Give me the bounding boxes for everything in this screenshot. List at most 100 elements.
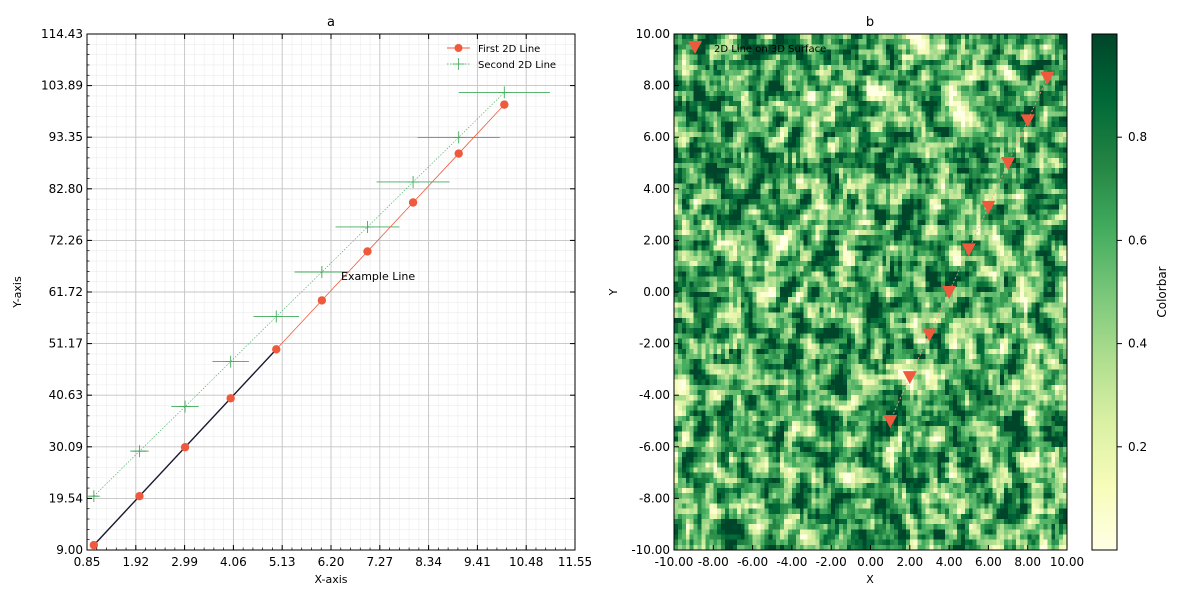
x-tick-label: -6.00 xyxy=(737,555,768,569)
y-tick-label: 6.00 xyxy=(643,130,670,144)
x-tick-label: 2.99 xyxy=(171,555,198,569)
y-tick-label: -4.00 xyxy=(639,388,670,402)
point-second xyxy=(224,355,237,368)
chart-title-a: a xyxy=(327,15,335,30)
point-first xyxy=(89,540,99,550)
point-first xyxy=(317,296,327,305)
x-tick-label: 1.92 xyxy=(122,555,149,569)
y-tick-label: -6.00 xyxy=(639,440,670,454)
x-tick-label: 6.20 xyxy=(318,555,345,569)
point-triangle xyxy=(1001,157,1016,170)
x-tick-label: 10.00 xyxy=(1050,555,1084,569)
x-tick-label: 4.00 xyxy=(936,555,963,569)
point-triangle xyxy=(883,415,898,428)
x-tick-label: 0.00 xyxy=(857,555,884,569)
y-tick-label: -8.00 xyxy=(639,491,670,505)
series-layer-a xyxy=(87,86,550,550)
major-grid-a xyxy=(86,33,576,551)
y-tick-label: 0.00 xyxy=(643,285,670,299)
x-axis-label-a: X-axis xyxy=(315,573,348,586)
x-ticks-b: -10.00 -8.00 -6.00 -4.00 -2.00 0.00 2.00 4.00 6.… xyxy=(655,545,1084,569)
point-triangle xyxy=(1020,114,1035,128)
legend-label-first: First 2D Line xyxy=(478,44,540,55)
y-tick-label: 4.00 xyxy=(643,182,670,196)
heatmap-surface xyxy=(674,34,1067,550)
legend-label-second: Second 2D Line xyxy=(478,60,556,71)
point-second xyxy=(179,400,192,413)
point-first xyxy=(135,491,144,501)
annotation-example-line: Example Line xyxy=(341,270,415,283)
x-tick-label: 9.41 xyxy=(464,555,491,569)
point-triangle xyxy=(942,286,957,299)
x-tick-label: -8.00 xyxy=(698,555,729,569)
x-tick-label: 2.00 xyxy=(896,555,923,569)
chart-panel-b: -10.00 -8.00 -6.00 -4.00 -2.00 0.00 2.00 4.00 6.… xyxy=(607,15,1169,586)
colorbar xyxy=(1091,33,1118,551)
x-tick-label: 8.34 xyxy=(415,555,442,569)
legend-a: First 2D Line Second 2D Line xyxy=(447,44,556,71)
x-tick-label: 5.13 xyxy=(269,555,296,569)
legend-marker-second xyxy=(452,58,465,70)
point-first xyxy=(454,149,463,158)
x-tick-label: 0.85 xyxy=(74,555,101,569)
y-axis-label-b: Y xyxy=(607,288,620,296)
point-triangle xyxy=(922,328,937,342)
y-tick-label: 10.00 xyxy=(636,27,670,41)
y-tick-label: 30.09 xyxy=(49,440,83,454)
colorbar-tick-label: 0.6 xyxy=(1128,233,1147,247)
point-second xyxy=(87,490,100,503)
point-first xyxy=(272,345,281,354)
y-tick-label: 40.63 xyxy=(49,388,83,402)
point-first xyxy=(226,394,235,403)
point-triangle xyxy=(961,243,976,257)
point-second xyxy=(361,220,374,233)
y-tick-label: 72.26 xyxy=(49,233,83,247)
legend-marker-first xyxy=(454,44,463,52)
point-second xyxy=(452,131,465,144)
y-tick-label: -2.00 xyxy=(639,337,670,351)
point-second xyxy=(407,175,420,188)
x-tick-label: 11.55 xyxy=(558,555,592,569)
y-tick-label: -10.00 xyxy=(631,543,670,557)
x-tick-label: 10.48 xyxy=(509,555,543,569)
point-triangle xyxy=(1040,71,1055,85)
y-tick-label: 103.89 xyxy=(41,79,83,93)
point-first xyxy=(500,100,509,109)
legend-marker-triangle xyxy=(688,41,702,54)
chart-panel-a: 0.85 1.92 2.99 4.06 5.13 6.20 7.27 8.34 9.41 10.4… xyxy=(11,15,592,586)
colorbar-tick-label: 0.8 xyxy=(1128,130,1147,144)
y-ticks-b: -10.00 -8.00 -6.00 -4.00 -2.00 0.00 2.00 4.00 6.… xyxy=(631,27,679,557)
legend-label-surface-line: 2D Line on 3D Surface xyxy=(714,44,826,55)
y-tick-label: 82.80 xyxy=(49,182,83,196)
x-tick-label: 8.00 xyxy=(1014,555,1041,569)
point-second xyxy=(498,86,511,99)
colorbar-tick-label: 0.2 xyxy=(1128,440,1147,454)
point-second xyxy=(315,266,328,279)
x-axis-label-b: X xyxy=(866,573,874,586)
chart-title-b: b xyxy=(866,15,874,30)
colorbar-tick-label: 0.4 xyxy=(1128,337,1147,351)
x-ticks-a: 0.85 1.92 2.99 4.06 5.13 6.20 7.27 8.34 9.41 10.4… xyxy=(74,34,592,569)
y-tick-label: 93.35 xyxy=(49,130,83,144)
y-tick-label: 2.00 xyxy=(643,233,670,247)
x-tick-label: -2.00 xyxy=(816,555,847,569)
colorbar-ticks: 0.2 0.4 0.6 0.8 xyxy=(1117,130,1147,454)
point-first xyxy=(180,443,190,452)
y-tick-label: 9.00 xyxy=(56,543,83,557)
point-first xyxy=(408,198,418,207)
y-tick-label: 61.72 xyxy=(49,285,83,299)
point-triangle xyxy=(902,371,917,385)
series-layer-b xyxy=(883,71,1055,428)
x-tick-label: 7.27 xyxy=(366,555,393,569)
y-axis-label-a: Y-axis xyxy=(11,276,24,309)
x-tick-label: -10.00 xyxy=(655,555,694,569)
y-tick-label: 51.17 xyxy=(49,337,83,351)
x-tick-label: -4.00 xyxy=(776,555,807,569)
x-tick-label: 6.00 xyxy=(975,555,1002,569)
y-tick-label: 8.00 xyxy=(643,79,670,93)
y-ticks-a: 9.00 19.54 30.09 40.63 51.17 61.72 72.26 82.80 9… xyxy=(41,27,575,557)
legend-b: 2D Line on 3D Surface xyxy=(688,41,826,55)
point-first xyxy=(363,247,372,256)
y-tick-label: 19.54 xyxy=(49,491,83,505)
